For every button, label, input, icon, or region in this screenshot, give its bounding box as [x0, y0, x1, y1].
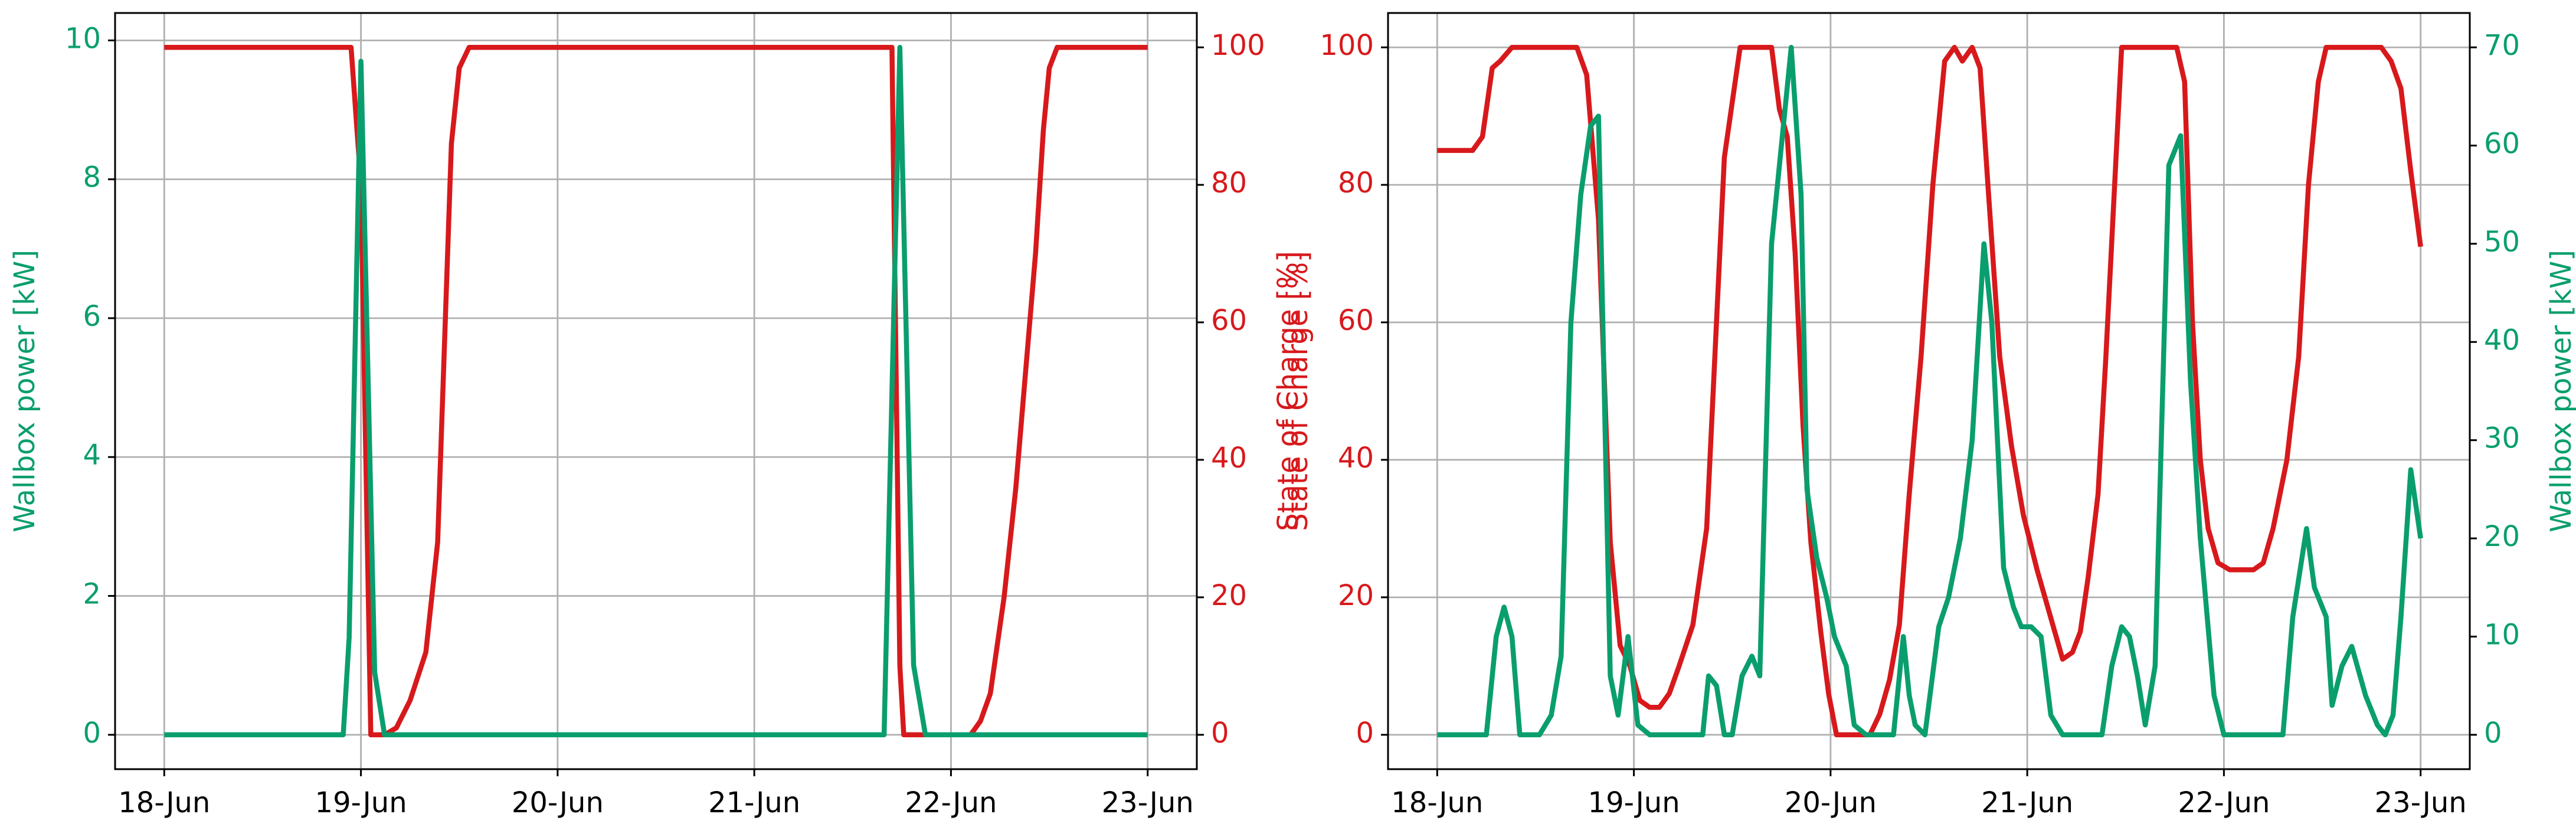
y-tick-label: 80 — [1338, 166, 1374, 200]
x-tick-label: 22-Jun — [2178, 786, 2270, 819]
y2-tick-label: 30 — [2484, 422, 2520, 455]
y-axis-label: Wallbox power [kW] — [8, 250, 41, 532]
x-tick-label: 21-Jun — [708, 786, 800, 819]
y2-tick-label: 100 — [1211, 29, 1265, 62]
y2-tick-label: 60 — [1211, 304, 1247, 337]
y-tick-label: 10 — [65, 22, 101, 55]
y2-axis-label: Wallbox power [kW] — [2545, 250, 2576, 532]
y-tick-label: 0 — [1356, 717, 1374, 750]
x-tick-label: 22-Jun — [905, 786, 997, 819]
y2-tick-label: 60 — [2484, 128, 2520, 161]
x-tick-label: 18-Jun — [118, 786, 210, 819]
data-line — [1437, 44, 2423, 738]
y2-tick-label: 80 — [1211, 166, 1247, 200]
y2-tick-label: 10 — [2484, 618, 2520, 651]
y-tick-label: 100 — [1320, 29, 1374, 62]
y-tick-label: 8 — [83, 161, 101, 194]
y2-tick-label: 20 — [1211, 579, 1247, 612]
y-tick-label: 40 — [1338, 442, 1374, 475]
y-tick-label: 0 — [83, 717, 101, 750]
y2-axis-label: State of Charge [%] — [1272, 251, 1305, 531]
x-tick-label: 23-Jun — [1102, 786, 1194, 819]
y2-tick-label: 0 — [2484, 717, 2502, 750]
plot-frame — [1387, 12, 2471, 770]
x-tick-label: 19-Jun — [1588, 786, 1680, 819]
data-line — [1437, 44, 2423, 738]
y2-tick-label: 50 — [2484, 225, 2520, 259]
plot-frame — [114, 12, 1198, 770]
y-tick-label: 4 — [83, 439, 101, 472]
x-tick-label: 23-Jun — [2375, 786, 2467, 819]
data-line — [164, 44, 1148, 738]
y-axis-label: State of Charge [%] — [1281, 251, 1314, 531]
x-tick-label: 20-Jun — [1785, 786, 1877, 819]
x-tick-label: 20-Jun — [512, 786, 604, 819]
x-tick-label: 21-Jun — [1981, 786, 2073, 819]
y-tick-label: 20 — [1338, 579, 1374, 612]
data-line — [164, 44, 1148, 738]
y2-tick-label: 70 — [2484, 29, 2520, 62]
y2-tick-label: 20 — [2484, 520, 2520, 553]
y2-tick-label: 40 — [2484, 323, 2520, 357]
y-tick-label: 60 — [1338, 304, 1374, 337]
x-tick-label: 19-Jun — [315, 786, 407, 819]
y2-tick-label: 40 — [1211, 442, 1247, 475]
y-tick-label: 2 — [83, 578, 101, 611]
x-tick-label: 18-Jun — [1391, 786, 1483, 819]
y-tick-label: 6 — [83, 300, 101, 333]
y2-tick-label: 0 — [1211, 717, 1229, 750]
